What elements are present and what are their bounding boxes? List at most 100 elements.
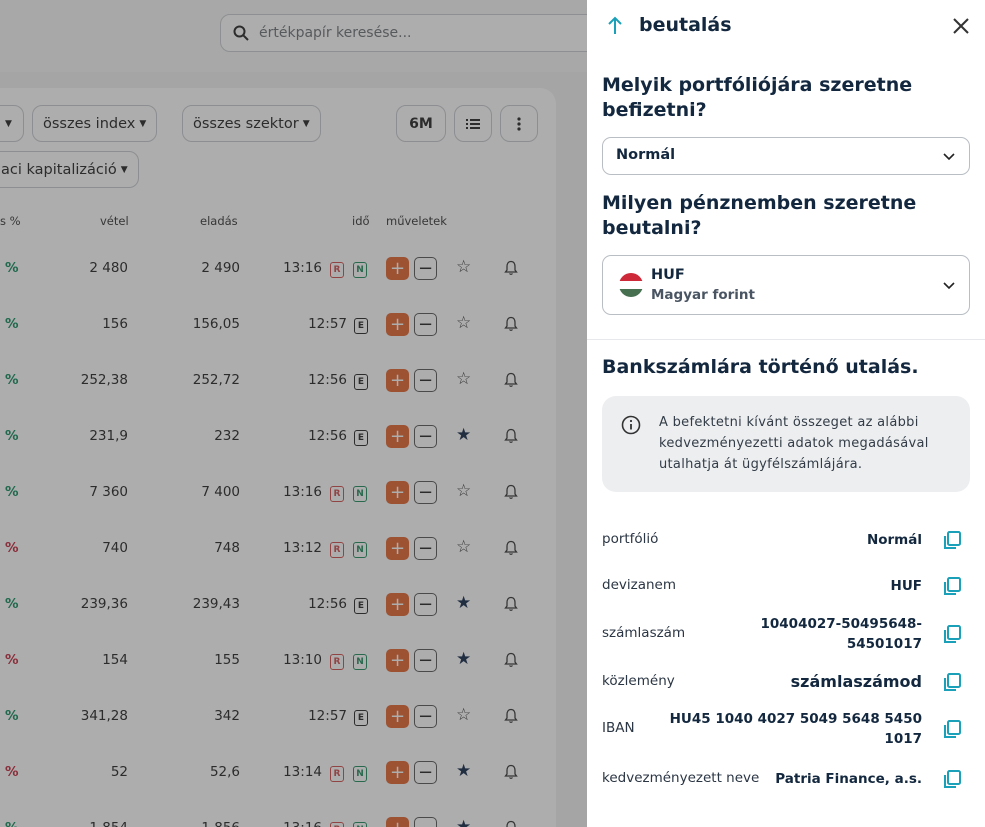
star-outline-icon[interactable]: ☆ (456, 369, 472, 389)
star-outline-icon[interactable]: ☆ (456, 313, 472, 333)
change-percent: % (5, 540, 19, 556)
index-filter[interactable]: összes index ▼ (32, 105, 158, 142)
table-row[interactable]: % 1 854 1 856 13:16 R N +− ★ (0, 800, 556, 827)
panel-header: beutalás (607, 14, 732, 36)
copy-icon[interactable] (942, 576, 962, 596)
realtime-badge: R (330, 654, 344, 670)
buy-button[interactable]: + (386, 257, 409, 280)
sell-button[interactable]: − (414, 705, 437, 728)
col-actions: műveletek (386, 214, 447, 228)
modal-backdrop[interactable] (0, 0, 587, 827)
copy-icon[interactable] (942, 719, 962, 739)
bell-icon[interactable] (504, 372, 518, 388)
bell-icon[interactable] (504, 820, 518, 827)
change-percent: % (5, 428, 19, 444)
buy-button[interactable]: + (386, 705, 409, 728)
copy-icon[interactable] (942, 624, 962, 644)
bell-icon[interactable] (504, 484, 518, 500)
bell-icon[interactable] (504, 316, 518, 332)
bell-icon[interactable] (504, 260, 518, 276)
sell-button[interactable]: − (414, 481, 437, 504)
buy-button[interactable]: + (386, 761, 409, 784)
portfolio-select[interactable]: Normál (602, 137, 970, 175)
close-icon[interactable] (951, 16, 971, 36)
cap-filter-label: aci kapitalizáció (1, 161, 117, 178)
change-percent: % (5, 764, 19, 780)
table-row[interactable]: % 239,36 239,43 12:56 E + − ★ (0, 576, 556, 632)
buy-button[interactable]: + (386, 649, 409, 672)
copy-icon[interactable] (942, 769, 962, 789)
detail-row: kedvezményezett neve Patria Finance, a.s. (602, 767, 972, 791)
bell-icon[interactable] (504, 764, 518, 780)
n-badge: N (353, 262, 367, 278)
more-options-button[interactable] (500, 105, 538, 142)
copy-icon[interactable] (942, 530, 962, 550)
star-filled-icon[interactable]: ★ (456, 761, 472, 781)
currency-select[interactable]: HUF Magyar forint (602, 255, 970, 315)
quote-time: 12:56 (308, 372, 347, 388)
bell-icon[interactable] (504, 428, 518, 444)
buy-price: 2 480 (89, 260, 128, 276)
sell-button[interactable]: − (414, 425, 437, 448)
detail-value: Normál (866, 532, 922, 548)
star-filled-icon[interactable]: ★ (456, 425, 472, 445)
sell-button[interactable]: − (414, 593, 437, 616)
table-row[interactable]: % 231,9 232 12:56 E + − ★ (0, 408, 556, 464)
e-badge: E (354, 374, 368, 390)
buy-button[interactable]: + (386, 313, 409, 336)
star-outline-icon[interactable]: ☆ (456, 705, 472, 725)
table-row[interactable]: % 341,28 342 12:57 E + − ☆ (0, 688, 556, 744)
buy-button[interactable]: + (386, 817, 409, 827)
table-row[interactable]: % 52 52,6 13:14 R N + − ★ (0, 744, 556, 800)
col-time: idő (352, 214, 370, 228)
period-button[interactable]: 6M (396, 105, 446, 142)
bell-icon[interactable] (504, 540, 518, 556)
star-filled-icon[interactable]: ★ (456, 817, 472, 827)
buy-button[interactable]: + (386, 425, 409, 448)
bell-icon[interactable] (504, 596, 518, 612)
quote-time: 12:56 (308, 428, 347, 444)
detail-value: Patria Finance, a.s. (775, 771, 922, 787)
sell-button[interactable]: − (414, 313, 437, 336)
detail-label: számlaszám (602, 625, 686, 641)
detail-value: 10404027-50495648-54501017 (760, 616, 923, 652)
hungary-flag-icon (619, 273, 643, 297)
table-row[interactable]: % 156 156,05 12:57 E + − ☆ (0, 296, 556, 352)
sell-button[interactable]: − (414, 649, 437, 672)
change-percent: % (5, 708, 19, 724)
sell-price: 1 856 (201, 820, 240, 827)
sell-button[interactable]: − (414, 817, 437, 827)
sector-filter[interactable]: összes szektor ▼ (182, 105, 321, 142)
search-input[interactable] (259, 25, 589, 41)
list-view-button[interactable] (454, 105, 492, 142)
search-box[interactable] (220, 14, 620, 52)
col-change: s % (0, 214, 21, 228)
star-filled-icon[interactable]: ★ (456, 649, 472, 669)
change-percent: % (5, 484, 19, 500)
bell-icon[interactable] (504, 708, 518, 724)
star-outline-icon[interactable]: ☆ (456, 537, 472, 557)
detail-row: portfólió Normál (602, 528, 972, 552)
bell-icon[interactable] (504, 652, 518, 668)
star-filled-icon[interactable]: ★ (456, 593, 472, 613)
sell-button[interactable]: − (414, 257, 437, 280)
copy-icon[interactable] (942, 672, 962, 692)
star-outline-icon[interactable]: ☆ (456, 481, 472, 501)
cap-filter[interactable]: aci kapitalizáció ▼ (0, 151, 139, 188)
star-outline-icon[interactable]: ☆ (456, 257, 472, 277)
table-row[interactable]: % 154 155 13:10 R N + − ★ (0, 632, 556, 688)
table-row[interactable]: % 2 480 2 490 13:16 R N + − ☆ (0, 240, 556, 296)
buy-button[interactable]: + (386, 537, 409, 560)
sell-button[interactable]: − (414, 369, 437, 392)
buy-button[interactable]: + (386, 369, 409, 392)
buy-button[interactable]: + (386, 481, 409, 504)
sell-button[interactable]: − (414, 761, 437, 784)
currency-question: Milyen pénznemben szeretne beutalni? (602, 192, 917, 239)
buy-button[interactable]: + (386, 593, 409, 616)
info-icon (621, 415, 641, 435)
sell-button[interactable]: − (414, 537, 437, 560)
table-row[interactable]: % 740 748 13:12 R N + − ☆ (0, 520, 556, 576)
table-row[interactable]: % 252,38 252,72 12:56 E + − ☆ (0, 352, 556, 408)
table-row[interactable]: % 7 360 7 400 13:16 R N + − ☆ (0, 464, 556, 520)
filter-chip-partial[interactable]: ▼ (0, 105, 24, 142)
